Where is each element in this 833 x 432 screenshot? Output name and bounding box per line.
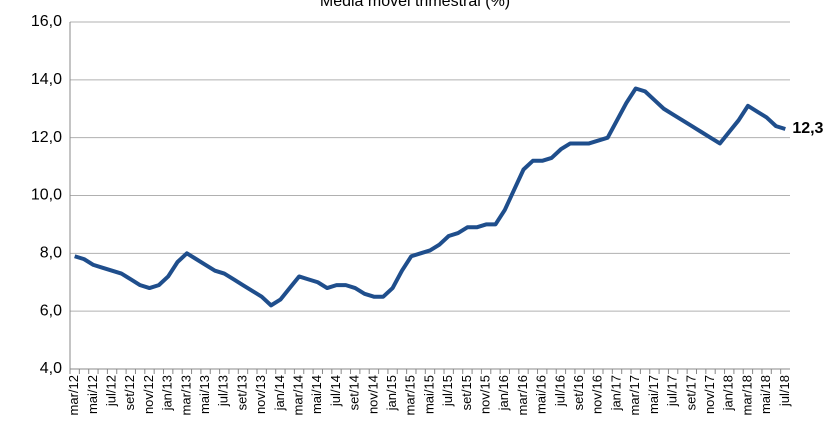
x-tick-label: mai/16 (534, 375, 549, 414)
x-tick-label: jul/17 (665, 375, 680, 407)
x-tick-label: jan/14 (272, 375, 287, 411)
x-tick-label: mai/15 (421, 375, 436, 414)
x-tick-label: set/15 (459, 375, 474, 410)
x-tick-label: nov/16 (590, 375, 605, 414)
x-tick-label: mar/17 (627, 375, 642, 415)
chart-title: Média móvel trimestral (%) (320, 0, 510, 10)
x-tick-label: mar/13 (178, 375, 193, 415)
x-tick-label: nov/12 (141, 375, 156, 414)
data-label: 12,3 (792, 120, 823, 137)
x-tick-label: mar/14 (291, 375, 306, 415)
y-tick-label: 4,0 (40, 360, 62, 377)
x-tick-label: mar/18 (739, 375, 754, 415)
x-tick-label: set/16 (571, 375, 586, 410)
x-tick-label: jan/16 (496, 375, 511, 411)
x-tick-label: nov/15 (478, 375, 493, 414)
x-tick-label: jul/13 (216, 375, 231, 407)
y-tick-label: 12,0 (31, 129, 62, 146)
x-tick-label: mai/18 (758, 375, 773, 414)
x-tick-label: jan/13 (160, 375, 175, 411)
x-tick-label: nov/17 (702, 375, 717, 414)
x-tick-label: set/17 (683, 375, 698, 410)
x-tick-label: jan/15 (384, 375, 399, 411)
x-tick-label: mar/15 (403, 375, 418, 415)
x-tick-label: mar/12 (66, 375, 81, 415)
y-tick-label: 16,0 (31, 13, 62, 30)
x-tick-label: mai/12 (85, 375, 100, 414)
line (74, 86, 786, 308)
x-tick-label: jul/15 (440, 375, 455, 407)
y-tick-label: 14,0 (31, 71, 62, 88)
x-tick-label: mai/17 (646, 375, 661, 414)
y-tick-label: 8,0 (40, 245, 62, 262)
x-tick-label: jul/18 (777, 375, 792, 407)
x-tick-label: mai/14 (309, 375, 324, 414)
x-tick-label: nov/14 (365, 375, 380, 414)
x-tick-label: jan/17 (608, 375, 623, 411)
x-tick-label: jul/12 (104, 375, 119, 407)
x-tick-label: set/12 (122, 375, 137, 410)
x-tick-label: mar/16 (515, 375, 530, 415)
x-tick-label: set/13 (234, 375, 249, 410)
x-tick-label: jan/18 (721, 375, 736, 411)
x-tick-label: mai/13 (197, 375, 212, 414)
x-tick-label: jul/16 (552, 375, 567, 407)
y-tick-label: 10,0 (31, 187, 62, 204)
x-tick-label: set/14 (347, 375, 362, 410)
x-tick-label: nov/13 (253, 375, 268, 414)
y-tick-label: 6,0 (40, 302, 62, 319)
x-tick-label: jul/14 (328, 375, 343, 407)
